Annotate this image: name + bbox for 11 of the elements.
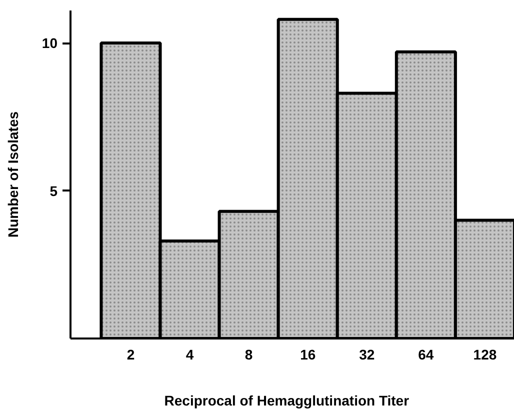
y-axis-title: Number of Isolates (4, 111, 21, 238)
y-tick-label: 10 (42, 35, 58, 52)
x-axis-title: Reciprocal of Hemagglutination Titer (164, 392, 410, 408)
y-tick-label: 5 (50, 182, 58, 199)
x-tick-label: 128 (473, 346, 497, 362)
x-tick-label: 2 (126, 346, 135, 362)
x-tick-label: 32 (359, 346, 375, 362)
x-tick-label: 16 (300, 346, 316, 362)
x-tick-label: 8 (244, 346, 253, 362)
x-tick-label: 64 (418, 346, 434, 362)
x-tick-label: 4 (186, 346, 194, 362)
